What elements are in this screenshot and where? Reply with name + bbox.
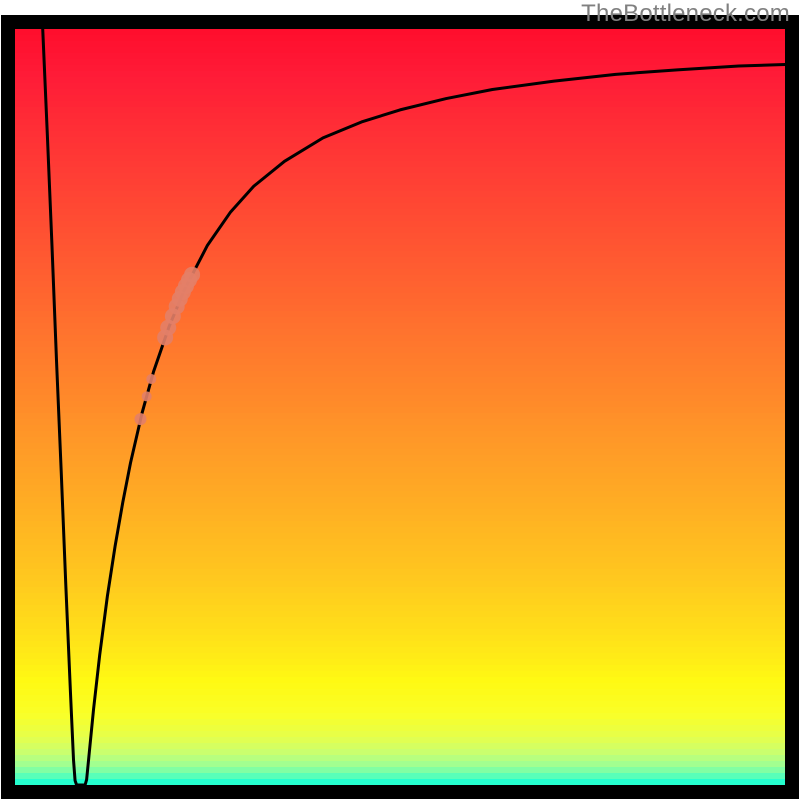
chart-stage: TheBottleneck.com	[0, 0, 800, 800]
watermark-label: TheBottleneck.com	[581, 0, 790, 28]
gradient-background	[15, 29, 785, 786]
bottleneck-chart	[0, 0, 800, 800]
